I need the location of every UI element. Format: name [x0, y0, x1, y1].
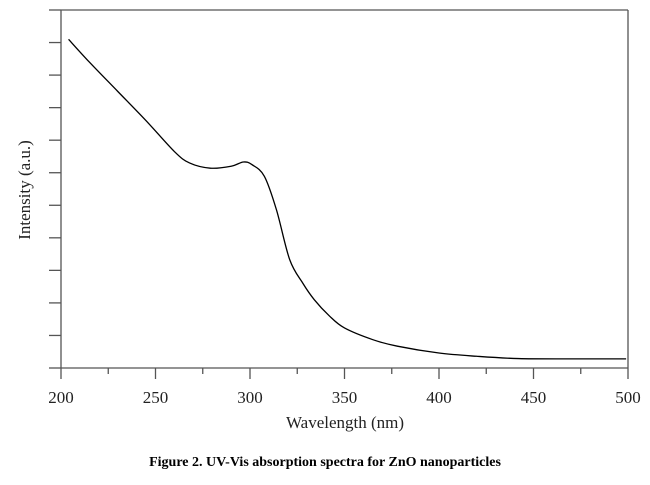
x-tick-label: 300 [237, 388, 263, 407]
figure-caption: Figure 2. UV-Vis absorption spectra for … [149, 455, 501, 470]
x-tick-label: 500 [615, 388, 641, 407]
x-axis-title: Wavelength (nm) [286, 413, 404, 432]
series-line-zno [68, 38, 627, 360]
tick-marks [49, 9, 629, 379]
x-tick-label: 450 [521, 388, 547, 407]
y-axis-title: Intensity (a.u.) [15, 140, 34, 240]
x-tick-label: 200 [48, 388, 74, 407]
x-tick-labels: 200 250 300 350 400 450 500 [48, 388, 641, 407]
x-tick-label: 250 [143, 388, 169, 407]
x-tick-label: 400 [426, 388, 452, 407]
x-tick-label: 350 [332, 388, 358, 407]
plot-axes [60, 9, 629, 369]
